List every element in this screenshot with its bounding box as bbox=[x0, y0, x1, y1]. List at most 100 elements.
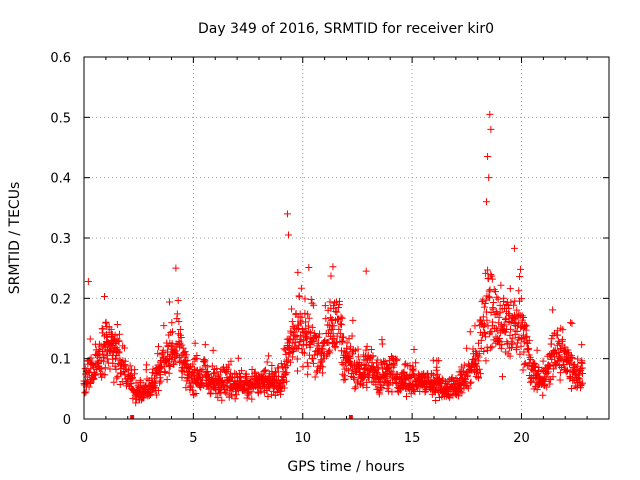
y-tick-label: 0.1 bbox=[50, 353, 71, 368]
data-point bbox=[179, 344, 187, 352]
data-point bbox=[487, 344, 495, 352]
data-point bbox=[338, 338, 346, 346]
data-point bbox=[248, 395, 256, 403]
data-point bbox=[497, 281, 505, 289]
data-point bbox=[549, 365, 557, 373]
data-point bbox=[100, 292, 108, 300]
data-point bbox=[345, 367, 353, 375]
data-point bbox=[221, 388, 229, 396]
data-point bbox=[161, 369, 169, 377]
data-point bbox=[154, 350, 162, 358]
data-point bbox=[91, 351, 99, 359]
data-point bbox=[326, 298, 334, 306]
data-point bbox=[380, 378, 388, 386]
data-point bbox=[472, 362, 480, 370]
x-axis-label: GPS time / hours bbox=[287, 459, 404, 475]
data-point bbox=[513, 339, 521, 347]
data-point bbox=[168, 319, 176, 327]
data-point bbox=[484, 266, 492, 274]
data-point bbox=[148, 388, 156, 396]
data-point bbox=[307, 295, 315, 303]
data-point bbox=[315, 333, 323, 341]
data-point bbox=[140, 394, 148, 402]
data-point bbox=[548, 335, 556, 343]
data-point bbox=[538, 366, 546, 374]
data-point bbox=[489, 298, 497, 306]
y-tick-label: 0.2 bbox=[50, 292, 71, 307]
data-point bbox=[161, 367, 169, 375]
data-point bbox=[531, 363, 539, 371]
data-point bbox=[435, 357, 443, 365]
data-point bbox=[353, 379, 361, 387]
data-point bbox=[393, 355, 401, 363]
data-point bbox=[546, 362, 554, 370]
data-point bbox=[136, 376, 144, 384]
data-point bbox=[367, 345, 375, 353]
axis-ticks: 0 5 10 15 20 0 0.1 0.2 0.3 0.4 0.5 0.6 bbox=[50, 51, 610, 446]
data-point bbox=[559, 326, 567, 334]
data-point bbox=[349, 316, 357, 324]
data-point bbox=[341, 372, 349, 380]
data-point bbox=[102, 351, 110, 359]
data-point bbox=[477, 316, 485, 324]
data-point bbox=[302, 318, 310, 326]
data-point bbox=[496, 309, 504, 317]
data-point bbox=[269, 387, 277, 395]
data-point bbox=[354, 345, 362, 353]
data-point bbox=[363, 378, 371, 386]
data-point bbox=[378, 340, 386, 348]
data-point bbox=[262, 366, 270, 374]
data-point bbox=[311, 351, 319, 359]
data-point bbox=[352, 368, 360, 376]
data-point bbox=[533, 346, 541, 354]
data-point bbox=[539, 357, 547, 365]
data-point bbox=[121, 344, 129, 352]
data-point bbox=[567, 385, 575, 393]
data-point bbox=[165, 369, 173, 377]
data-point bbox=[571, 361, 579, 369]
data-point bbox=[308, 323, 316, 331]
data-point bbox=[485, 174, 493, 182]
data-point bbox=[477, 336, 485, 344]
data-point bbox=[510, 301, 518, 309]
data-point bbox=[280, 384, 288, 392]
data-point bbox=[295, 324, 303, 332]
data-point bbox=[305, 328, 313, 336]
data-point bbox=[384, 387, 392, 395]
data-point bbox=[128, 374, 136, 382]
data-point bbox=[466, 379, 474, 387]
data-point bbox=[555, 351, 563, 359]
data-point bbox=[410, 346, 418, 354]
data-point bbox=[337, 313, 345, 321]
data-point bbox=[330, 322, 338, 330]
data-point bbox=[81, 389, 89, 397]
data-point bbox=[178, 341, 186, 349]
data-point bbox=[515, 287, 523, 295]
data-point bbox=[182, 351, 190, 359]
data-point bbox=[514, 320, 522, 328]
data-point bbox=[494, 336, 502, 344]
data-point bbox=[294, 268, 302, 276]
data-point bbox=[340, 333, 348, 341]
data-point bbox=[577, 365, 585, 373]
data-point bbox=[277, 360, 285, 368]
data-point bbox=[137, 378, 145, 386]
data-point bbox=[309, 359, 317, 367]
data-point bbox=[496, 301, 504, 309]
data-point bbox=[103, 333, 111, 341]
data-point bbox=[112, 354, 120, 362]
data-point bbox=[362, 346, 370, 354]
data-point bbox=[509, 340, 517, 348]
data-point bbox=[513, 328, 521, 336]
data-point bbox=[549, 306, 557, 314]
data-point bbox=[481, 329, 489, 337]
data-point bbox=[322, 315, 330, 323]
data-point bbox=[293, 355, 301, 363]
data-point bbox=[260, 368, 268, 376]
data-point bbox=[471, 361, 479, 369]
data-point bbox=[167, 329, 175, 337]
data-point bbox=[115, 337, 123, 345]
data-point bbox=[474, 357, 482, 365]
data-point bbox=[320, 339, 328, 347]
y-tick-label: 0.5 bbox=[50, 111, 71, 126]
